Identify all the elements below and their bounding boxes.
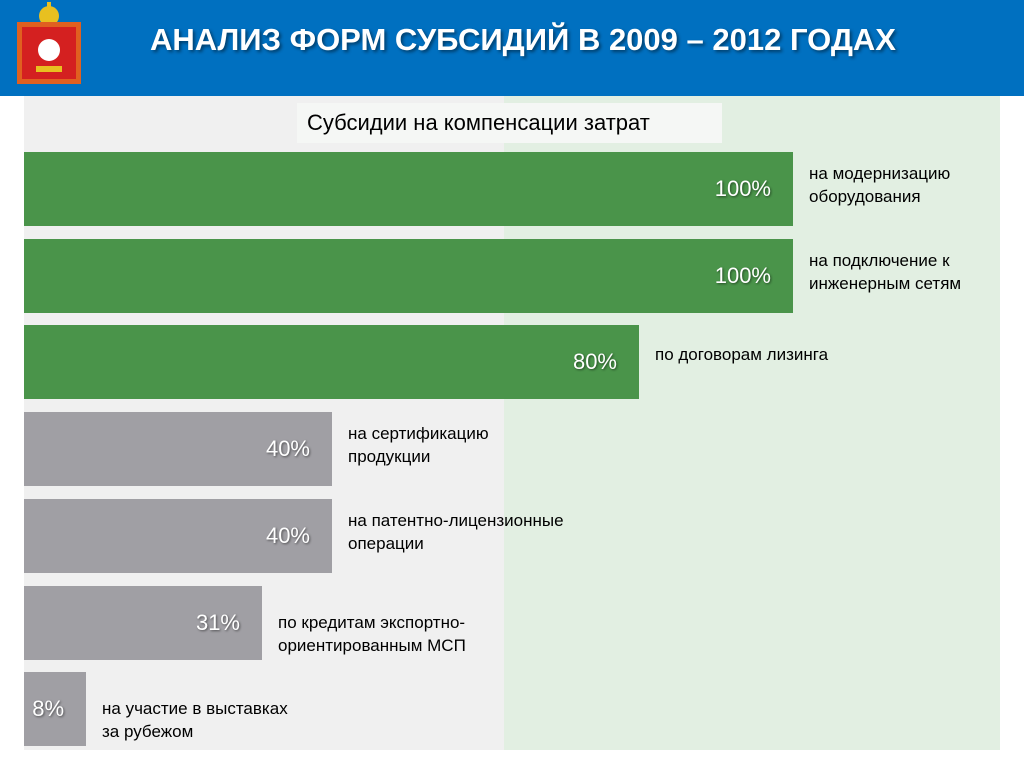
bar-category-label: по договорам лизинга [655,345,829,364]
bar [24,152,793,226]
bar-value-label: 40% [265,436,310,461]
page-title: АНАЛИЗ ФОРМ СУБСИДИЙ В 2009 – 2012 ГОДАХ [150,22,896,57]
bar [24,499,332,573]
chart-title: Субсидии на компенсации затрат [297,103,722,143]
bar-value-label: 40% [265,523,310,548]
bar [24,672,86,746]
bar-value-label: 80% [572,349,617,374]
bar-value-label: 100% [714,263,771,288]
bar-value-label: 8% [32,696,64,721]
bar [24,325,639,399]
bar-category-label: по кредитам экспортно- ориентированным М… [278,613,466,655]
bar-value-label: 31% [195,610,240,635]
bar [24,586,262,660]
bar-value-label: 100% [714,176,771,201]
bar-category-label: на подключение к инженерным сетям [809,251,962,293]
bar [24,412,332,486]
bar-category-label: на сертификацию продукции [348,424,489,466]
header-bar: АНАЛИЗ ФОРМ СУБСИДИЙ В 2009 – 2012 ГОДАХ [0,0,1024,96]
bar-category-label: на патентно-лицензионные операции [348,511,564,553]
bar-category-label: на модернизацию оборудования [809,164,951,206]
bar-category-label: на участие в выставках за рубежом [102,699,288,741]
bar [24,239,793,313]
coat-of-arms-logo [17,2,81,84]
